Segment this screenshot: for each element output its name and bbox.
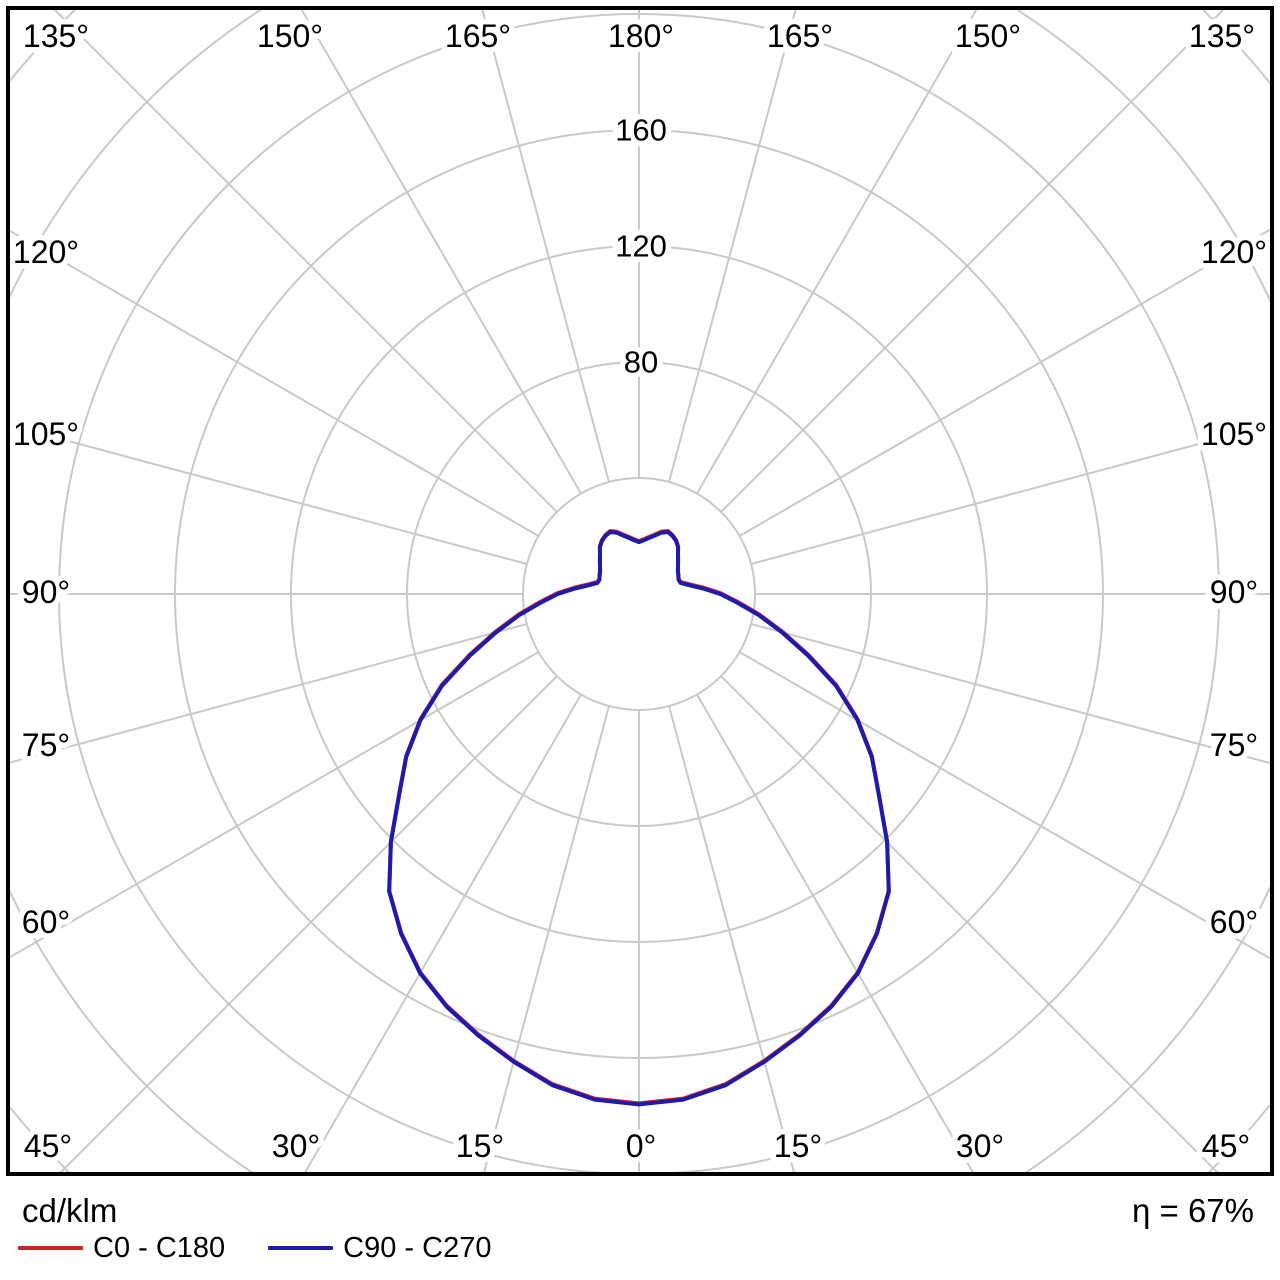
efficiency-label: η = 67%	[1131, 1192, 1254, 1229]
legend-line-c90-c270	[268, 1246, 334, 1250]
angle-label-top-2: 165°	[445, 18, 511, 54]
angle-label-right-3: 75°	[1210, 727, 1258, 763]
grid-spoke-150	[696, 10, 978, 495]
grid-spoke-255	[10, 424, 528, 565]
grid-spoke-120	[738, 228, 1270, 537]
angle-label-left-4: 60°	[22, 904, 70, 940]
angle-label-left-3: 75°	[22, 727, 70, 763]
grid-spoke-210	[300, 10, 582, 495]
angle-label-right-4: 60°	[1210, 904, 1258, 940]
angle-label-bottom-5: 30°	[956, 1128, 1004, 1164]
grid-spoke-195	[481, 10, 610, 483]
legend-line-c0-c180	[18, 1246, 83, 1250]
angle-label-bottom-2: 15°	[456, 1128, 504, 1164]
grid-spoke-30	[696, 693, 976, 1174]
radial-label-160: 160	[615, 113, 667, 148]
angle-label-bottom-3: 0°	[626, 1128, 657, 1164]
radial-label-120: 120	[615, 229, 667, 264]
angle-label-top-4: 165°	[767, 18, 833, 54]
angle-label-left-0: 120°	[13, 234, 79, 270]
legend-entry-c0-c180: C0 - C180	[18, 1232, 225, 1265]
angle-label-right-2: 90°	[1210, 574, 1258, 610]
grid-spoke-345	[482, 705, 610, 1174]
angle-label-right-1: 105°	[1201, 416, 1267, 452]
grid-spoke-165	[668, 10, 797, 483]
grid-spoke-60	[738, 651, 1270, 960]
units-label: cd/klm	[22, 1192, 118, 1229]
legend-entry-c90-c270: C90 - C270	[268, 1232, 491, 1265]
angle-label-bottom-0: 45°	[24, 1128, 72, 1164]
legend-label-c90-c270: C90 - C270	[343, 1231, 492, 1264]
radial-label-80: 80	[624, 345, 658, 380]
chart-frame	[6, 6, 1274, 1176]
grid-spoke-225	[53, 10, 558, 513]
angle-label-top-5: 150°	[955, 18, 1021, 54]
angle-label-top-0: 135°	[23, 18, 89, 54]
grid-spoke-135	[720, 10, 1225, 513]
grid-spoke-285	[10, 623, 528, 764]
grid-spoke-315	[57, 675, 558, 1174]
grid-spoke-45	[720, 675, 1221, 1174]
angle-label-left-1: 105°	[13, 416, 79, 452]
grid-spoke-240	[10, 229, 540, 537]
curve-c90-c270	[387, 530, 891, 1107]
grid-spoke-15	[668, 705, 796, 1174]
angle-label-right-0: 120°	[1201, 234, 1267, 270]
grid-spoke-75	[750, 623, 1270, 765]
legend: C0 - C180 C90 - C270	[18, 1232, 491, 1264]
angle-label-bottom-1: 30°	[272, 1128, 320, 1164]
grid-spoke-330	[302, 693, 582, 1174]
angle-label-left-2: 90°	[22, 574, 70, 610]
grid-spoke-105	[750, 423, 1270, 565]
grid-spoke-300	[10, 651, 540, 959]
angle-label-bottom-6: 45°	[1202, 1128, 1250, 1164]
angle-label-top-6: 135°	[1189, 18, 1255, 54]
angle-label-top-3: 180°	[608, 18, 674, 54]
angle-label-bottom-4: 15°	[774, 1128, 822, 1164]
angle-label-top-1: 150°	[257, 18, 323, 54]
legend-label-c0-c180: C0 - C180	[93, 1231, 226, 1264]
